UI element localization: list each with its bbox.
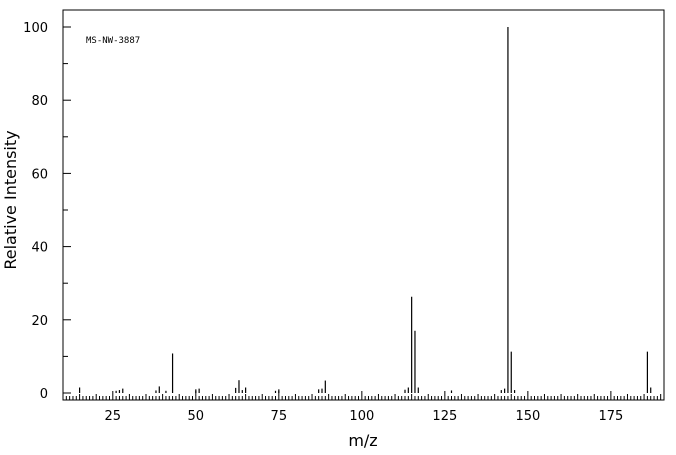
x-tick-label: 125 (432, 409, 457, 424)
y-tick-label: 20 (31, 314, 48, 329)
peak-sticks (79, 27, 652, 393)
y-tick-label: 40 (31, 241, 48, 256)
y-tick-label: 100 (23, 21, 48, 36)
plot-frame (62, 9, 665, 401)
axis-ticks (62, 26, 665, 400)
x-axis-title: m/z (348, 431, 377, 450)
x-tick-label: 50 (188, 409, 205, 424)
x-tick-label: 25 (105, 409, 122, 424)
axis-tick-labels: 25 50 75 100 125 150 175 0 20 40 60 80 100 (23, 21, 623, 424)
x-tick-label: 150 (515, 409, 540, 424)
x-tick-label: 100 (349, 409, 374, 424)
y-axis-title: Relative Intensity (1, 130, 20, 269)
x-tick-label: 175 (598, 409, 623, 424)
x-tick-label: 75 (271, 409, 288, 424)
y-tick-label: 0 (40, 387, 48, 402)
y-tick-label: 80 (31, 94, 48, 109)
spectrum-code-label: MS-NW-3887 (86, 36, 140, 46)
y-tick-label: 60 (31, 167, 48, 182)
